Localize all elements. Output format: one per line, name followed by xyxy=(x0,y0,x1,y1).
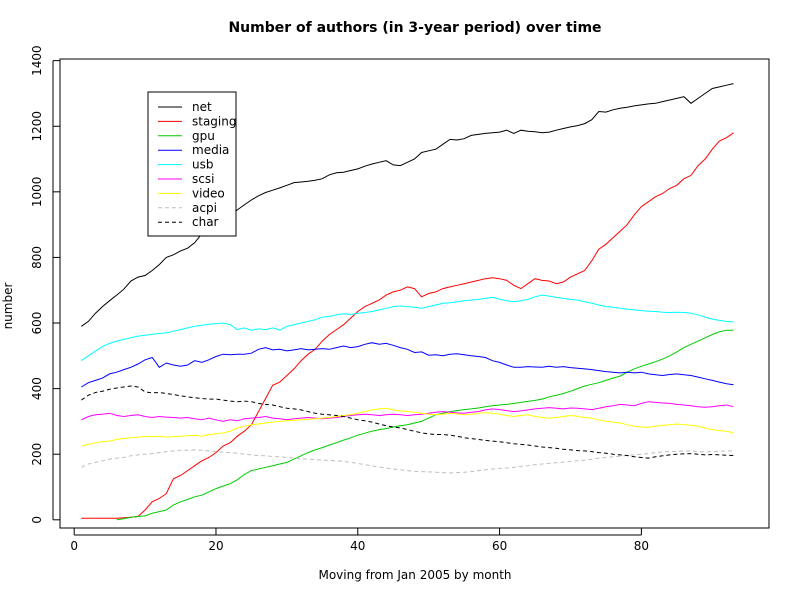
y-tick-label: 800 xyxy=(30,246,44,269)
series-line-acpi xyxy=(81,449,734,474)
legend-label: video xyxy=(192,186,225,200)
legend-box xyxy=(147,91,237,237)
x-tick-label: 0 xyxy=(70,539,78,553)
legend-label: net xyxy=(192,100,212,114)
legend-label: acpi xyxy=(192,201,217,215)
x-axis-label: Moving from Jan 2005 by month xyxy=(318,568,512,582)
series-line-staging xyxy=(81,132,734,519)
legend-label: media xyxy=(192,143,229,157)
x-tick-label: 40 xyxy=(350,539,365,553)
x-tick-label: 20 xyxy=(208,539,223,553)
series-line-video xyxy=(81,407,734,447)
legend-label: char xyxy=(192,215,219,229)
x-tick-label: 80 xyxy=(634,539,649,553)
series-line-media xyxy=(81,342,734,388)
legend-label: usb xyxy=(192,158,213,172)
series-line-scsi xyxy=(81,401,734,422)
legend-label: staging xyxy=(192,114,236,128)
y-tick-label: 0 xyxy=(30,516,44,524)
y-tick-label: 200 xyxy=(30,443,44,466)
series-line-gpu xyxy=(116,329,734,521)
series-line-usb xyxy=(81,294,734,362)
y-tick-label: 400 xyxy=(30,377,44,400)
y-tick-label: 1200 xyxy=(30,111,44,142)
x-tick-label: 60 xyxy=(492,539,507,553)
plot-frame xyxy=(59,58,770,529)
y-tick-label: 600 xyxy=(30,312,44,335)
y-tick-label: 1400 xyxy=(30,45,44,76)
series-line-char xyxy=(81,385,734,459)
y-tick-label: 1000 xyxy=(30,177,44,208)
series-line-net xyxy=(81,83,734,327)
legend-label: gpu xyxy=(192,129,215,143)
legend-label: scsi xyxy=(192,172,214,186)
chart-title: Number of authors (in 3-year period) ove… xyxy=(228,20,602,36)
